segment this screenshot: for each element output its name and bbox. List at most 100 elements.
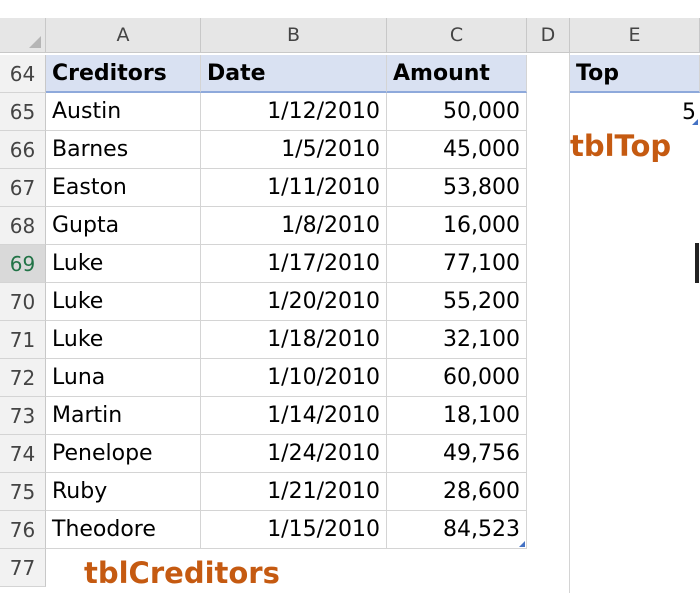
header-text: Amount [393, 60, 490, 86]
cell-text: Penelope [52, 441, 153, 466]
top-value-cell[interactable]: 5 [570, 93, 700, 131]
cell-text: Gupta [52, 213, 120, 238]
row-number: 66 [9, 137, 36, 162]
row-header-76[interactable]: 76 [0, 511, 46, 549]
cell-text: 1/17/2010 [267, 251, 380, 276]
row-header-65[interactable]: 65 [0, 93, 46, 131]
select-all-corner[interactable] [0, 18, 46, 53]
cell-text: Theodore [52, 517, 156, 542]
cell-text: 1/15/2010 [267, 517, 380, 542]
row-number: 68 [9, 213, 36, 238]
cell-text: 18,100 [443, 403, 520, 428]
row-header-66[interactable]: 66 [0, 131, 46, 169]
amount-cell[interactable]: 77,100 [387, 245, 527, 283]
date-cell[interactable]: 1/11/2010 [201, 169, 387, 207]
row-number: 64 [9, 61, 36, 86]
creditor-cell[interactable]: Barnes [46, 131, 201, 169]
column-letter: C [449, 24, 464, 46]
row-number: 77 [9, 555, 36, 580]
amount-header-cell[interactable]: Amount [387, 55, 527, 93]
cell-text: 84,523 [443, 517, 520, 542]
ribbon-edge [0, 0, 700, 18]
column-header-c[interactable]: C [387, 18, 527, 53]
column-letter: B [286, 24, 301, 46]
row-header-75[interactable]: 75 [0, 473, 46, 511]
cell-text: 1/20/2010 [267, 289, 380, 314]
creditor-cell[interactable]: Gupta [46, 207, 201, 245]
amount-cell[interactable]: 32,100 [387, 321, 527, 359]
column-header-d[interactable]: D [527, 18, 570, 53]
cell-text: Barnes [52, 137, 129, 162]
amount-cell[interactable]: 84,523 [387, 511, 527, 549]
amount-cell[interactable]: 28,600 [387, 473, 527, 511]
creditor-cell[interactable]: Easton [46, 169, 201, 207]
selection-edge [695, 243, 699, 283]
date-cell[interactable]: 1/14/2010 [201, 397, 387, 435]
row-header-69[interactable]: 69 [0, 245, 46, 283]
creditor-cell[interactable]: Ruby [46, 473, 201, 511]
cell-text: 45,000 [443, 137, 520, 162]
row-number: 74 [9, 441, 36, 466]
row-header-77[interactable]: 77 [0, 549, 46, 587]
date-cell[interactable]: 1/21/2010 [201, 473, 387, 511]
top-header-cell[interactable]: Top [570, 55, 700, 93]
creditor-cell[interactable]: Luna [46, 359, 201, 397]
cell-text: 1/10/2010 [267, 365, 380, 390]
date-cell[interactable]: 1/24/2010 [201, 435, 387, 473]
header-text: Date [207, 60, 266, 86]
cell-text: 1/8/2010 [281, 213, 380, 238]
date-cell[interactable]: 1/12/2010 [201, 93, 387, 131]
amount-cell[interactable]: 49,756 [387, 435, 527, 473]
creditor-cell[interactable]: Luke [46, 283, 201, 321]
creditor-cell[interactable]: Martin [46, 397, 201, 435]
column-header-a[interactable]: A [46, 18, 201, 53]
date-cell[interactable]: 1/20/2010 [201, 283, 387, 321]
row-header-67[interactable]: 67 [0, 169, 46, 207]
creditor-cell[interactable]: Austin [46, 93, 201, 131]
amount-cell[interactable]: 55,200 [387, 283, 527, 321]
row-header-64[interactable]: 64 [0, 55, 46, 93]
date-header-cell[interactable]: Date [201, 55, 387, 93]
date-cell[interactable]: 1/17/2010 [201, 245, 387, 283]
table-resize-handle[interactable] [692, 119, 698, 125]
row-number: 73 [9, 403, 36, 428]
cell-text: 77,100 [443, 251, 520, 276]
cell-text: 1/5/2010 [281, 137, 380, 162]
row-header-68[interactable]: 68 [0, 207, 46, 245]
creditor-cell[interactable]: Luke [46, 245, 201, 283]
grid-line [569, 53, 570, 593]
creditors-header-cell[interactable]: Creditors [46, 55, 201, 93]
cell-text: Luna [52, 365, 106, 390]
row-header-70[interactable]: 70 [0, 283, 46, 321]
cell-text: 1/11/2010 [267, 175, 380, 200]
date-cell[interactable]: 1/5/2010 [201, 131, 387, 169]
column-header-b[interactable]: B [201, 18, 387, 53]
date-cell[interactable]: 1/15/2010 [201, 511, 387, 549]
amount-cell[interactable]: 18,100 [387, 397, 527, 435]
date-cell[interactable]: 1/18/2010 [201, 321, 387, 359]
cell-text: 1/24/2010 [267, 441, 380, 466]
cell-text: 28,600 [443, 479, 520, 504]
column-header-e[interactable]: E [570, 18, 700, 53]
table-resize-handle[interactable] [519, 541, 525, 547]
row-header-73[interactable]: 73 [0, 397, 46, 435]
cell-text: Luke [52, 327, 104, 352]
amount-cell[interactable]: 60,000 [387, 359, 527, 397]
creditor-cell[interactable]: Luke [46, 321, 201, 359]
cell-text: 5 [682, 99, 696, 125]
date-cell[interactable]: 1/10/2010 [201, 359, 387, 397]
row-header-71[interactable]: 71 [0, 321, 46, 359]
row-header-72[interactable]: 72 [0, 359, 46, 397]
amount-cell[interactable]: 50,000 [387, 93, 527, 131]
creditor-cell[interactable]: Penelope [46, 435, 201, 473]
cell-text: Martin [52, 403, 123, 428]
amount-cell[interactable]: 53,800 [387, 169, 527, 207]
row-number: 71 [9, 327, 36, 352]
cell-text: 1/14/2010 [267, 403, 380, 428]
amount-cell[interactable]: 16,000 [387, 207, 527, 245]
amount-cell[interactable]: 45,000 [387, 131, 527, 169]
cell-text: 53,800 [443, 175, 520, 200]
row-header-74[interactable]: 74 [0, 435, 46, 473]
creditor-cell[interactable]: Theodore [46, 511, 201, 549]
date-cell[interactable]: 1/8/2010 [201, 207, 387, 245]
